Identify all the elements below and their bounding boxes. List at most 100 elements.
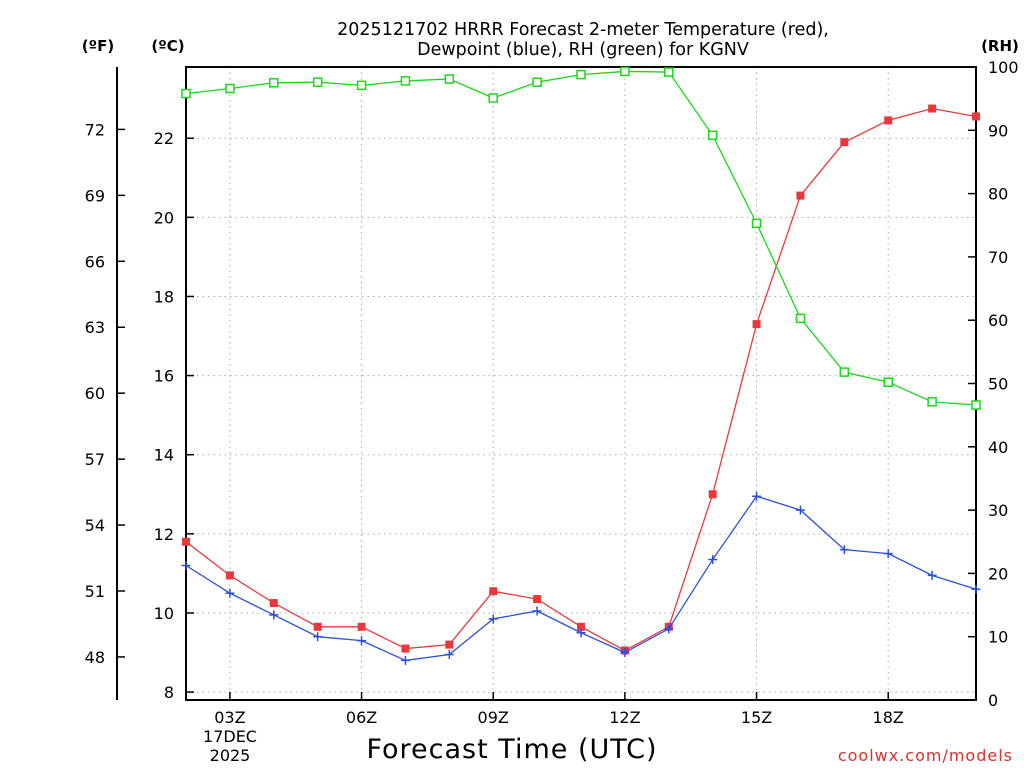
fahrenheit-tick-label: 63 — [85, 318, 105, 337]
rh-axis-unit: (RH) — [981, 37, 1019, 55]
dewpoint-point — [927, 570, 937, 580]
rh-tick-label: 80 — [988, 185, 1008, 204]
dewpoint-point — [971, 584, 981, 594]
fahrenheit-tick-label: 72 — [85, 120, 105, 139]
celsius-tick-label: 16 — [154, 367, 174, 386]
celsius-tick-label: 14 — [154, 446, 174, 465]
chart-title-line2: Dewpoint (blue), RH (green) for KGNV — [417, 40, 749, 60]
dewpoint-point — [708, 555, 718, 565]
dewpoint-point — [225, 588, 235, 598]
celsius-tick-label: 20 — [154, 208, 174, 227]
temperature-point — [884, 116, 893, 125]
temperature-point — [225, 571, 234, 580]
temperature-point — [796, 191, 805, 200]
rh-point — [795, 313, 806, 324]
x-tick-label: 03Z — [214, 708, 245, 727]
temperature-point — [489, 587, 498, 596]
rh-point — [269, 78, 279, 88]
rh-tick-label: 40 — [988, 438, 1008, 457]
dewpoint-point — [181, 560, 191, 570]
temperature-point — [752, 320, 761, 329]
rh-tick-label: 50 — [988, 375, 1008, 394]
fahrenheit-tick-label: 54 — [85, 516, 105, 535]
fahrenheit-tick-label: 69 — [85, 186, 105, 205]
rh-point — [620, 66, 630, 77]
fahrenheit-tick-label: 51 — [85, 582, 105, 601]
x-tick-label: 06Z — [346, 708, 377, 727]
x-tick-label: 18Z — [873, 708, 904, 727]
rh-point — [356, 80, 367, 91]
dewpoint-point — [576, 628, 586, 638]
temperature-point — [357, 622, 366, 631]
temperature-point — [577, 622, 585, 631]
rh-point — [751, 218, 762, 229]
rh-tick-label: 20 — [988, 564, 1008, 583]
temperature-point — [840, 138, 849, 147]
rh-point — [488, 93, 498, 103]
x-tick-label: 12Z — [609, 708, 640, 727]
temperature-point — [533, 595, 542, 604]
rh-point — [927, 397, 937, 407]
rh-point — [181, 88, 191, 99]
credit-link: coolwx.com/models — [838, 746, 1013, 765]
dewpoint-point — [444, 650, 454, 660]
celsius-tick-label: 18 — [154, 287, 174, 306]
x-axis-label: Forecast Time (UTC) — [366, 734, 657, 765]
rh-tick-label: 100 — [988, 58, 1019, 77]
rh-point — [532, 77, 542, 87]
rh-point — [312, 77, 323, 87]
dewpoint-point — [795, 505, 805, 515]
celsius-tick-label: 12 — [154, 525, 174, 544]
temperature-point — [401, 644, 410, 653]
celsius-axis-unit: (ºC) — [151, 37, 184, 55]
rh-tick-label: 70 — [988, 248, 1008, 267]
dewpoint-point — [752, 491, 762, 501]
fahrenheit-tick-label: 48 — [85, 648, 105, 667]
dewpoint-point — [357, 636, 367, 646]
chart-title-line1: 2025121702 HRRR Forecast 2-meter Tempera… — [337, 20, 829, 40]
rh-line — [185, 70, 977, 406]
rh-tick-label: 60 — [988, 311, 1008, 330]
rh-point — [444, 74, 455, 84]
date-label-day: 17DEC — [203, 727, 257, 746]
dewpoint-point — [664, 624, 674, 634]
temperature-point — [313, 622, 322, 631]
temperature-line — [185, 107, 977, 652]
rh-point — [971, 400, 981, 410]
dewpoint-point — [269, 610, 279, 620]
celsius-tick-label: 10 — [154, 604, 174, 623]
fahrenheit-tick-label: 57 — [85, 450, 105, 469]
fahrenheit-tick-label: 60 — [85, 384, 105, 403]
celsius-tick-label: 8 — [164, 683, 174, 702]
rh-tick-label: 0 — [988, 691, 998, 710]
temperature-point — [928, 104, 937, 113]
dewpoint-point — [532, 606, 542, 616]
dewpoint-point — [400, 655, 410, 665]
temperature-point — [708, 490, 717, 499]
temperature-point — [182, 537, 190, 546]
data-series — [181, 66, 981, 665]
dewpoint-point — [488, 614, 498, 624]
axes: 48 51 54 57 60 63 66 69 72 8 10 12 14 16 18 20 22 0 10 20 30… — [85, 58, 1019, 727]
rh-point — [839, 367, 850, 377]
rh-point — [707, 130, 718, 141]
rh-point — [664, 67, 674, 77]
celsius-tick-label: 22 — [154, 129, 174, 148]
x-tick-label: 15Z — [741, 708, 772, 727]
dewpoint-point — [883, 549, 893, 559]
dewpoint-point — [839, 545, 849, 555]
rh-point — [576, 69, 586, 80]
temperature-point — [269, 599, 278, 608]
fahrenheit-axis-unit: (ºF) — [82, 37, 114, 55]
temperature-point — [445, 640, 454, 649]
rh-point — [883, 377, 893, 387]
rh-tick-label: 90 — [988, 121, 1008, 140]
gridlines — [186, 67, 976, 700]
rh-tick-label: 30 — [988, 501, 1008, 520]
rh-point — [400, 76, 411, 86]
x-tick-label: 09Z — [478, 708, 509, 727]
temperature-point — [972, 112, 980, 121]
date-label-year: 2025 — [210, 746, 251, 765]
dewpoint-point — [620, 648, 630, 658]
